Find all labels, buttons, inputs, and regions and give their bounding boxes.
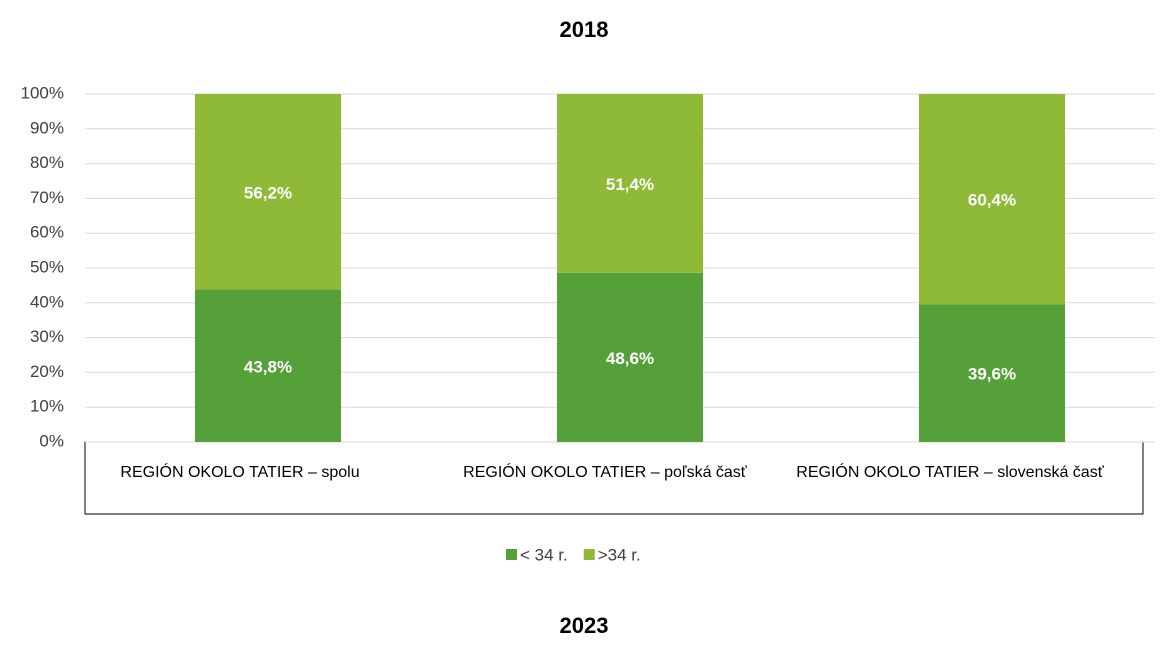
bar-segment [557,272,703,442]
x-tick-label: REGIÓN OKOLO TATIER – spolu [120,462,359,481]
y-tick-label: 10% [30,397,64,416]
data-label: 48,6% [606,349,654,368]
x-tick-label: REGIÓN OKOLO TATIER – poľská časť [463,462,748,481]
y-tick-label: 20% [30,362,64,381]
data-label: 60,4% [968,191,1016,210]
bar-segment [195,289,341,442]
y-tick-label: 60% [30,223,64,242]
legend-swatch [506,549,517,560]
data-label: 43,8% [244,357,292,376]
legend-swatch [583,549,595,560]
y-tick-label: 100% [21,83,64,102]
y-tick-label: 90% [30,118,64,137]
x-tick-label: REGIÓN OKOLO TATIER – slovenská časť [796,462,1104,481]
chart-title: 2018 [560,17,609,42]
legend-label: < 34 r. [520,545,568,564]
y-tick-label: 0% [39,431,64,450]
bar-segment [195,94,341,290]
data-label: 56,2% [244,183,292,202]
bar-segment [557,94,703,273]
y-tick-label: 30% [30,327,64,346]
legend-label: >34 r. [598,545,641,564]
data-label: 51,4% [606,175,654,194]
bar-segment [919,304,1065,442]
chart-title: 2023 [560,613,609,638]
y-tick-label: 50% [30,257,64,276]
bar-segment [919,94,1065,305]
y-tick-label: 80% [30,153,64,172]
data-label: 39,6% [968,365,1016,384]
y-tick-label: 40% [30,292,64,311]
y-tick-label: 70% [30,188,64,207]
